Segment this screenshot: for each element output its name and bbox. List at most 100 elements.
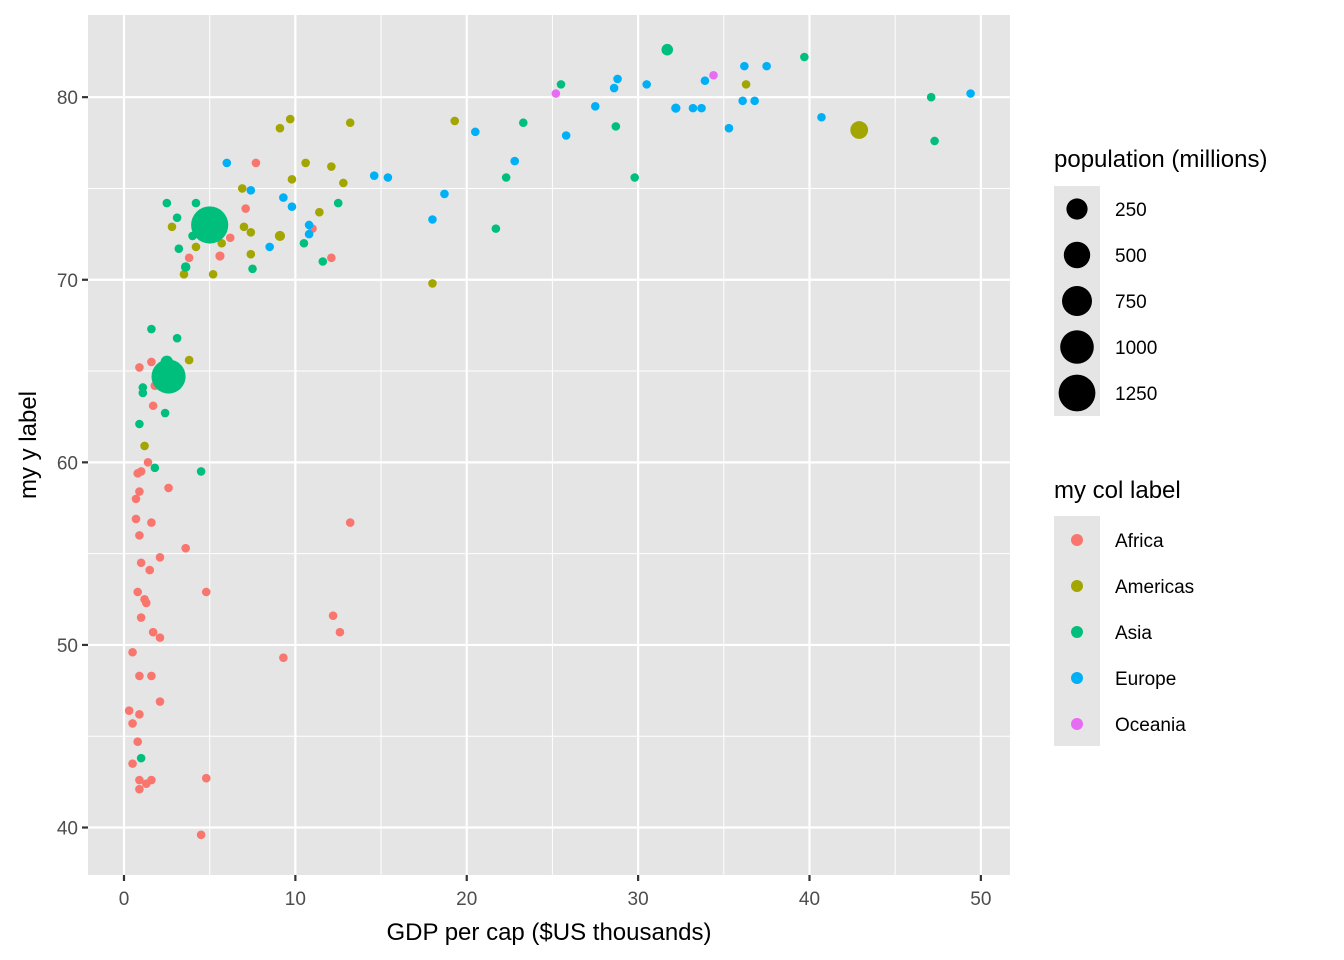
data-point-asia	[661, 43, 674, 56]
data-point-oceania	[551, 89, 561, 98]
data-point-americas	[287, 175, 297, 184]
size-legend-key	[1058, 374, 1096, 412]
size-legend-title: population (millions)	[1054, 146, 1267, 173]
data-point-asia	[501, 173, 511, 182]
color-legend-key-asia	[1071, 626, 1083, 638]
data-point-asia	[191, 198, 201, 208]
plot-panel	[88, 15, 1010, 875]
data-point-asia	[135, 419, 144, 429]
data-point-africa	[147, 357, 156, 367]
data-point-africa	[181, 543, 190, 553]
data-point-asia	[147, 324, 156, 334]
color-legend-key-oceania	[1071, 718, 1083, 730]
data-point-americas	[237, 184, 247, 193]
data-point-europe	[642, 80, 651, 89]
data-point-africa	[147, 518, 156, 527]
data-point-africa	[164, 483, 173, 493]
data-point-americas	[741, 80, 751, 89]
size-legend-key	[1062, 286, 1092, 316]
data-point-europe	[428, 215, 437, 224]
data-point-americas	[140, 441, 149, 451]
y-tick-label: 60	[57, 453, 78, 474]
y-tick-label: 70	[57, 271, 78, 292]
data-point-europe	[740, 61, 749, 71]
data-points	[124, 43, 975, 840]
data-point-asia	[318, 257, 328, 266]
data-point-africa	[215, 251, 225, 261]
data-point-africa	[135, 784, 144, 794]
color-legend: my col label Africa Americas Asia Europe Oce…	[1054, 477, 1194, 746]
data-point-africa	[196, 830, 206, 840]
data-point-europe	[279, 193, 288, 202]
data-point-asia	[248, 264, 257, 274]
data-point-africa	[143, 458, 153, 467]
x-tick-label: 10	[285, 889, 306, 910]
x-axis-title: GDP per cap ($US thousands)	[386, 919, 711, 946]
size-legend-label: 1250	[1115, 384, 1157, 405]
size-legend-key	[1060, 330, 1094, 364]
y-tick-label: 80	[57, 88, 78, 109]
data-point-africa	[131, 494, 141, 504]
data-point-asia	[136, 753, 146, 763]
data-point-africa	[135, 363, 144, 372]
data-point-africa	[128, 719, 137, 728]
data-point-africa	[241, 204, 250, 213]
data-point-africa	[128, 759, 137, 768]
data-point-africa	[155, 697, 165, 706]
size-legend-label: 750	[1115, 292, 1147, 313]
data-point-asia	[188, 231, 197, 241]
data-point-africa	[279, 653, 288, 663]
data-point-americas	[345, 118, 355, 128]
data-point-asia	[180, 262, 191, 272]
data-point-africa	[136, 613, 146, 622]
data-point-asia	[556, 80, 566, 89]
data-point-asia	[630, 173, 639, 182]
data-point-europe	[369, 171, 379, 180]
data-point-africa	[136, 558, 146, 568]
color-legend-key-europe	[1071, 672, 1083, 684]
data-point-asia	[138, 388, 148, 398]
data-point-asia	[150, 463, 160, 473]
x-tick-label: 50	[970, 889, 991, 910]
data-point-asia	[611, 122, 621, 131]
data-point-asia	[160, 408, 170, 418]
data-point-africa	[133, 737, 142, 747]
data-point-africa	[136, 467, 146, 476]
data-point-europe	[561, 131, 571, 140]
data-point-europe	[738, 96, 747, 106]
data-point-americas	[285, 114, 295, 124]
data-point-asia	[172, 333, 182, 343]
data-point-americas	[428, 279, 437, 288]
x-tick-label: 40	[799, 889, 820, 910]
data-point-africa	[155, 552, 165, 562]
size-legend: population (millions) 250 500 750 1000 1250	[1054, 146, 1267, 416]
data-point-europe	[590, 101, 600, 111]
data-point-africa	[128, 647, 137, 657]
data-point-africa	[327, 253, 336, 263]
data-point-asia	[333, 198, 343, 208]
data-point-americas	[850, 121, 869, 139]
data-point-americas	[275, 123, 285, 133]
data-point-asia	[191, 206, 229, 244]
data-point-africa	[135, 487, 144, 496]
size-legend-label: 250	[1115, 200, 1147, 221]
data-point-africa	[135, 710, 144, 719]
data-point-africa	[124, 706, 134, 715]
major-gridlines	[88, 15, 1010, 875]
y-axis-title: my y label	[15, 391, 42, 499]
data-point-americas	[327, 162, 336, 171]
data-point-asia	[162, 198, 172, 208]
data-point-africa	[335, 627, 345, 637]
data-point-americas	[184, 355, 194, 365]
data-point-asia	[926, 92, 936, 102]
color-legend-key-americas	[1071, 580, 1083, 592]
data-point-oceania	[709, 70, 718, 80]
data-point-africa	[328, 611, 338, 621]
data-point-asia	[930, 136, 939, 146]
data-point-europe	[304, 220, 314, 230]
x-tick-label: 30	[628, 889, 649, 910]
data-point-americas	[450, 116, 460, 126]
data-point-americas	[246, 249, 256, 259]
data-point-americas	[179, 269, 189, 279]
